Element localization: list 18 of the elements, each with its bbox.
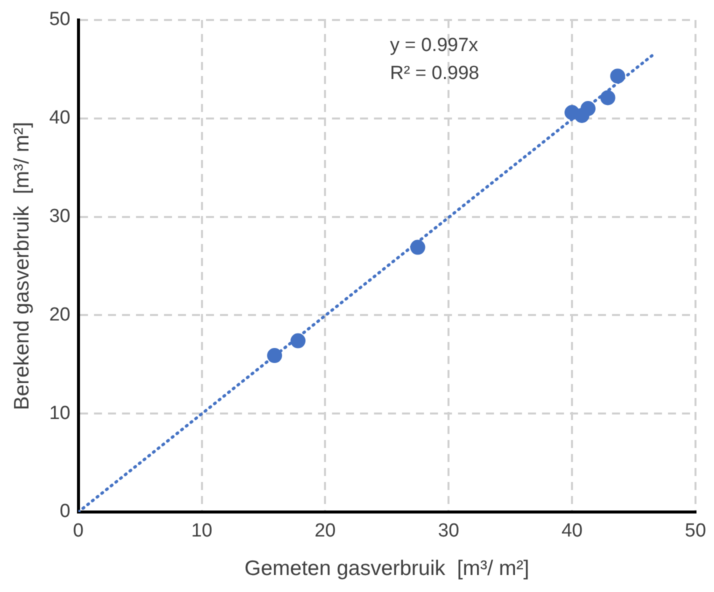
y-tick-label: 20 xyxy=(49,304,70,326)
annotation: y = 0.997x xyxy=(390,35,479,56)
x-axis-title: Gemeten gasverbruik [m³/ m²] xyxy=(244,557,530,580)
y-tick-label: 40 xyxy=(49,108,70,129)
annotation: R² = 0.998 xyxy=(390,63,480,84)
y-tick-label: 50 xyxy=(49,9,70,30)
y-tick-label: 30 xyxy=(49,206,70,228)
y-axis-title: Berekend gasverbruik [m³/ m²] xyxy=(10,122,34,410)
x-tick-label: 50 xyxy=(684,520,706,542)
x-tick-label: 40 xyxy=(561,520,583,542)
y-tick-label: 10 xyxy=(49,402,70,424)
x-tick-label: 20 xyxy=(314,520,336,542)
y-tick-label: 0 xyxy=(60,501,70,522)
x-tick-label: 10 xyxy=(191,520,212,542)
point xyxy=(610,68,626,84)
point xyxy=(600,90,616,106)
x-tick-label: 0 xyxy=(73,520,84,542)
x-tick-label: 30 xyxy=(438,520,460,542)
